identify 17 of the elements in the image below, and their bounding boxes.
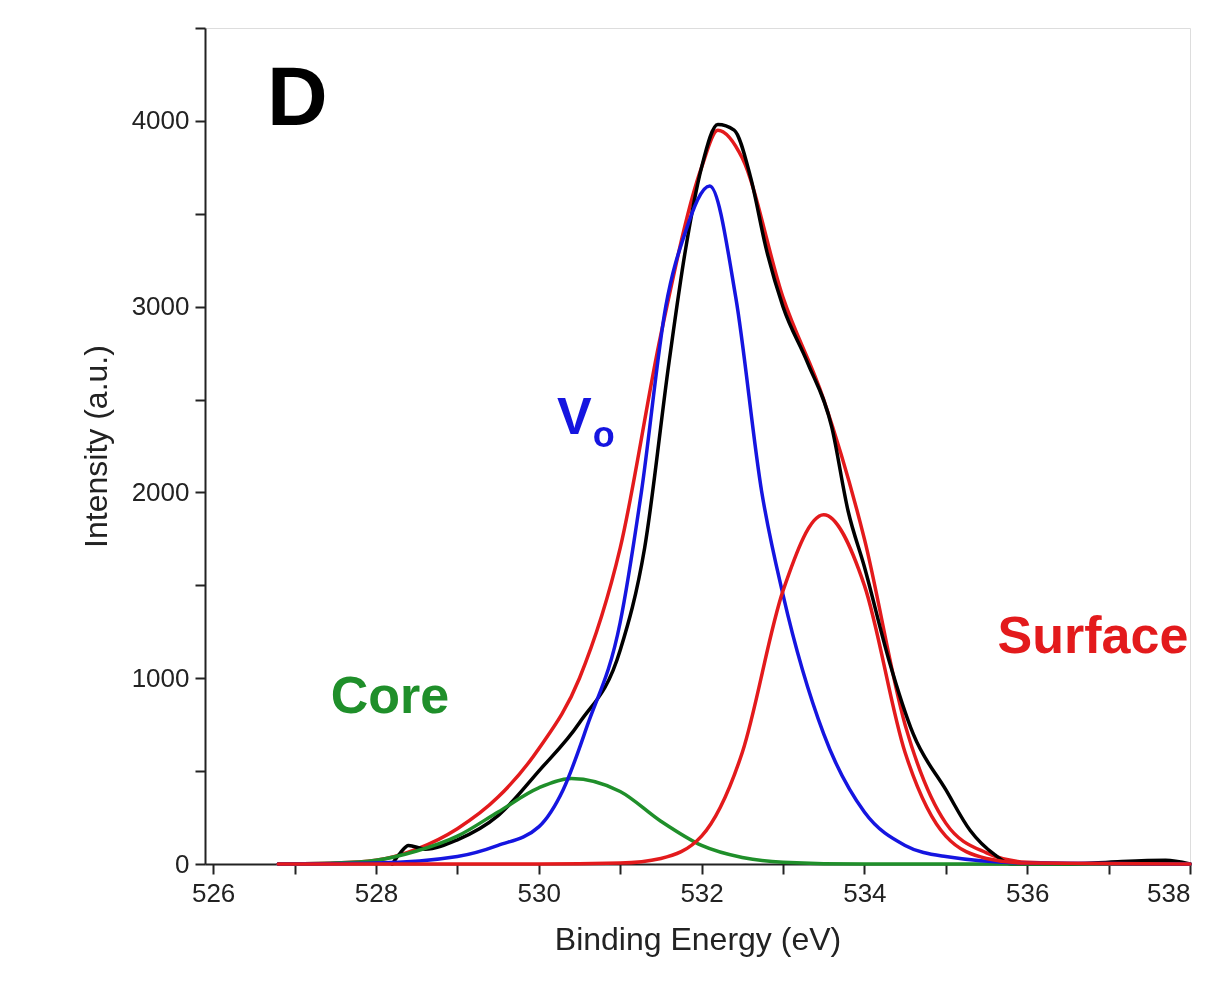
x-tick-label: 538 bbox=[1147, 877, 1191, 908]
x-tick-label: 530 bbox=[517, 877, 561, 908]
x-tick-label: 528 bbox=[354, 877, 399, 908]
series-label: Core bbox=[330, 665, 450, 724]
y-tick-label: 1000 bbox=[131, 662, 190, 693]
x-tick-label: 536 bbox=[1005, 877, 1050, 908]
y-tick-label: 4000 bbox=[131, 105, 190, 136]
x-tick-label: 532 bbox=[680, 877, 724, 908]
y-tick-label: 2000 bbox=[131, 476, 190, 507]
y-axis-title: Intensity (a.u.) bbox=[77, 345, 114, 548]
x-tick-label: 526 bbox=[191, 877, 236, 908]
text: Surface bbox=[997, 606, 1189, 665]
annotation: D bbox=[267, 49, 328, 143]
y-tick-label: 3000 bbox=[131, 291, 190, 322]
x-tick-label: 534 bbox=[843, 877, 887, 908]
x-axis-title: Binding Energy (eV) bbox=[554, 920, 842, 957]
y-tick-label: 0 bbox=[175, 848, 190, 879]
